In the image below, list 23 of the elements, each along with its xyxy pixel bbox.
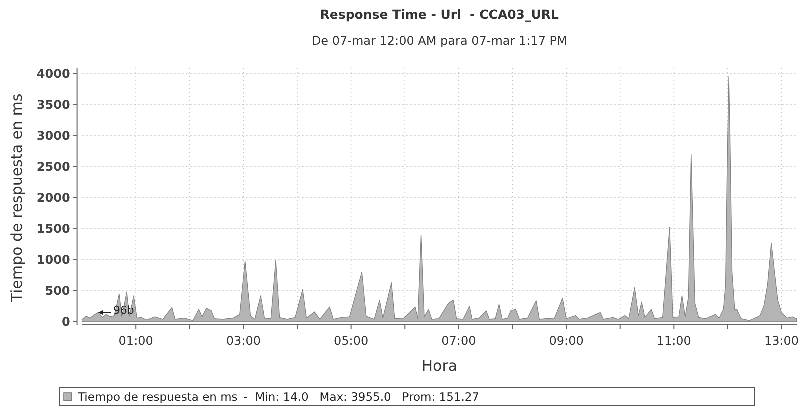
y-tick-label: 3500 — [36, 98, 70, 112]
y-tick-label: 3000 — [36, 129, 70, 144]
x-axis-title: Hora — [422, 357, 458, 375]
y-tick-label: 1000 — [36, 253, 70, 268]
y-axis-title: Tiempo de respuesta en ms — [8, 94, 26, 304]
x-tick-label: 09:00 — [549, 334, 584, 348]
y-tick-label: 2500 — [36, 160, 70, 174]
y-tick-label: 500 — [45, 284, 70, 298]
x-tick-label: 01:00 — [118, 334, 154, 348]
chart-title: Response Time - Url - CCA03_URL — [320, 7, 560, 22]
annotation: 96b — [113, 304, 134, 317]
y-tick-label: 2000 — [36, 191, 70, 206]
text: - Min: 14.0 Max: 3955.0 Prom: 151.27 — [244, 390, 480, 404]
legend-label: Tiempo de respuesta en ms — [77, 390, 238, 404]
x-tick-label: 13:00 — [764, 334, 800, 348]
y-tick-label: 1500 — [36, 222, 70, 236]
y-tick-label: 4000 — [36, 67, 70, 82]
x-tick-label: 11:00 — [656, 334, 692, 348]
y-tick-label: 0 — [62, 315, 70, 330]
x-tick-label: 03:00 — [226, 334, 262, 348]
chart-subtitle: De 07-mar 12:00 AM para 07-mar 1:17 PM — [312, 34, 568, 48]
x-tick-label: 05:00 — [334, 334, 369, 348]
x-tick-label: 07:00 — [442, 334, 476, 348]
